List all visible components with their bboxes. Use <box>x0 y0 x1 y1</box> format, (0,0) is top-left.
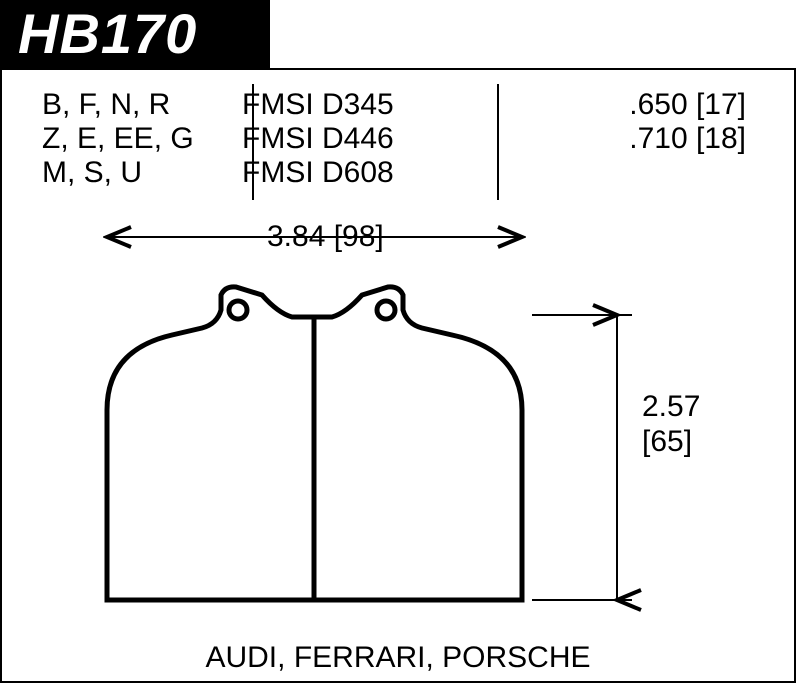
part-header: HB170 <box>0 0 270 68</box>
spec-text: M, S, U <box>42 156 242 190</box>
pad-outline <box>107 287 522 600</box>
brake-pad-diagram <box>2 200 798 650</box>
spec-text: FMSI D345 <box>242 88 502 122</box>
spec-panel: B, F, N, R Z, E, EE, G M, S, U FMSI D345… <box>0 68 796 683</box>
column-divider <box>497 84 499 200</box>
spec-text: FMSI D608 <box>242 156 502 190</box>
spec-text: FMSI D446 <box>242 122 502 156</box>
part-number: HB170 <box>18 2 197 65</box>
compound-codes-column: B, F, N, R Z, E, EE, G M, S, U <box>42 88 242 190</box>
thickness-column: .650 [17] .710 [18] <box>502 88 754 190</box>
spec-text: .710 [18] <box>502 122 746 156</box>
spec-text: Z, E, EE, G <box>42 122 242 156</box>
manufacturers-label: AUDI, FERRARI, PORSCHE <box>2 641 794 675</box>
spec-columns: B, F, N, R Z, E, EE, G M, S, U FMSI D345… <box>2 70 794 198</box>
spec-text: .650 [17] <box>502 88 746 122</box>
column-divider <box>252 84 254 200</box>
fmsi-column: FMSI D345 FMSI D446 FMSI D608 <box>242 88 502 190</box>
spec-text: B, F, N, R <box>42 88 242 122</box>
